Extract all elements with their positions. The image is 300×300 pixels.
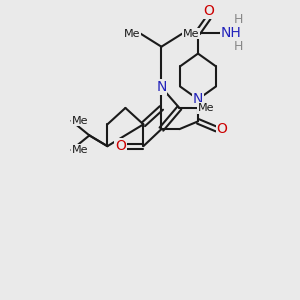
Text: N: N — [193, 92, 203, 106]
Text: O: O — [203, 4, 214, 18]
Text: Me: Me — [124, 28, 140, 39]
Text: O: O — [115, 139, 126, 153]
Text: NH: NH — [220, 26, 241, 40]
Text: H: H — [234, 40, 243, 52]
Text: Me: Me — [71, 145, 88, 155]
Text: O: O — [217, 122, 227, 136]
Text: H: H — [234, 13, 243, 26]
Text: N: N — [156, 80, 167, 94]
Text: Me: Me — [198, 103, 214, 113]
Text: Me: Me — [182, 28, 199, 39]
Text: Me: Me — [71, 116, 88, 126]
